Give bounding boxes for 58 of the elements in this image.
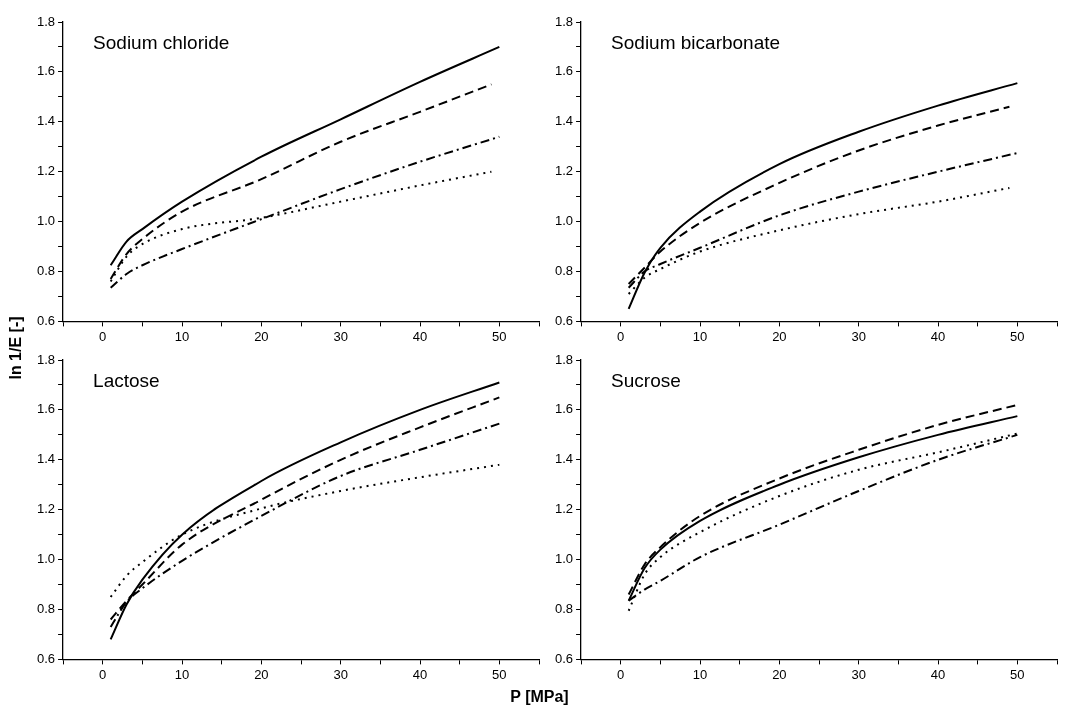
y-tick-label: 1.4 — [554, 113, 574, 129]
x-tick-label: 30 — [333, 666, 348, 682]
text: Sodium bicarbonate — [611, 31, 781, 53]
x-tick-label: 0 — [99, 666, 107, 682]
x-tick-label: 0 — [617, 328, 625, 344]
x-tick-label: 10 — [174, 666, 190, 682]
x-tick-label: 30 — [851, 666, 866, 682]
y-tick-label: 1.2 — [554, 163, 574, 179]
x-tick-label: 40 — [412, 328, 428, 344]
y-tick-label: 1.4 — [36, 451, 56, 467]
y-tick-label: 0.6 — [36, 650, 56, 666]
y-tick-label: 1.8 — [36, 13, 56, 29]
y-tick-label: 1.0 — [36, 213, 56, 229]
y-tick-label: 1.2 — [36, 163, 56, 179]
y-tick-label: 0.8 — [554, 263, 574, 279]
y-tick-label: 0.8 — [554, 601, 574, 617]
x-axis-title: P [MPa] — [509, 688, 570, 706]
x-tick-label: 10 — [174, 328, 190, 344]
x-tick-label: 20 — [254, 328, 269, 344]
x-tick-label: 10 — [692, 328, 708, 344]
y-tick-label: 1.0 — [554, 551, 574, 567]
x-tick-label: 50 — [1010, 666, 1025, 682]
y-tick-label: 1.2 — [36, 501, 56, 517]
x-tick-label: 10 — [692, 666, 708, 682]
x-tick-label: 40 — [930, 666, 946, 682]
text: Sodium chloride — [93, 31, 230, 53]
y-tick-label: 0.8 — [36, 601, 56, 617]
x-tick-label: 50 — [492, 666, 507, 682]
y-tick-label: 1.6 — [554, 63, 574, 79]
x-tick-label: 0 — [99, 328, 107, 344]
y-tick-label: 1.8 — [554, 351, 574, 367]
text: Sucrose — [611, 369, 681, 391]
y-axis-title: ln 1/E [-] — [7, 316, 25, 380]
x-tick-label: 40 — [412, 666, 428, 682]
y-tick-label: 0.6 — [36, 312, 56, 328]
y-tick-label: 1.6 — [36, 401, 56, 417]
y-tick-label: 1.2 — [554, 501, 574, 517]
x-tick-label: 20 — [254, 666, 269, 682]
x-tick-label: 50 — [1010, 328, 1025, 344]
y-tick-label: 0.6 — [554, 650, 574, 666]
y-tick-label: 1.0 — [36, 551, 56, 567]
x-tick-label: 40 — [930, 328, 946, 344]
x-tick-label: 50 — [492, 328, 507, 344]
y-tick-label: 1.4 — [554, 451, 574, 467]
y-tick-label: 1.4 — [36, 113, 56, 129]
x-tick-label: 30 — [333, 328, 348, 344]
y-tick-label: 1.0 — [554, 213, 574, 229]
y-tick-label: 0.8 — [36, 263, 56, 279]
y-tick-label: 1.6 — [554, 401, 574, 417]
x-tick-label: 30 — [851, 328, 866, 344]
y-tick-label: 1.8 — [554, 13, 574, 29]
y-tick-label: 1.6 — [36, 63, 56, 79]
y-tick-label: 1.8 — [36, 351, 56, 367]
y-tick-label: 0.6 — [554, 312, 574, 328]
x-tick-label: 20 — [772, 328, 787, 344]
text: Lactose — [93, 369, 160, 391]
x-tick-label: 20 — [772, 666, 787, 682]
x-tick-label: 0 — [617, 666, 625, 682]
